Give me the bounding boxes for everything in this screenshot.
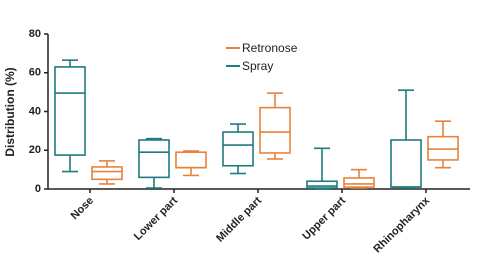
x-tick-label: Upper part: [300, 194, 348, 242]
y-tick-label: 80: [29, 28, 41, 40]
x-tick-label: Middle part: [214, 194, 264, 244]
x-tick-label: Nose: [69, 195, 97, 223]
y-tick-label: 40: [29, 105, 41, 117]
legend-label: Spray: [242, 59, 273, 73]
y-tick-label: 0: [35, 183, 41, 195]
box: [222, 131, 254, 167]
box: [390, 139, 422, 188]
y-tick-label: 60: [29, 67, 41, 79]
box: [306, 180, 338, 189]
box: [343, 177, 375, 188]
box: [175, 151, 207, 169]
x-tick-label: Rhinopharynx: [371, 194, 432, 255]
box: [138, 139, 170, 179]
y-tick-label: 20: [29, 144, 41, 156]
box: [54, 66, 86, 156]
y-axis-label: Distribution (%): [3, 67, 17, 156]
x-tick-label: Lower part: [132, 194, 180, 242]
box: [91, 166, 123, 181]
box: [259, 106, 291, 154]
legend-label: Retronose: [242, 41, 298, 55]
